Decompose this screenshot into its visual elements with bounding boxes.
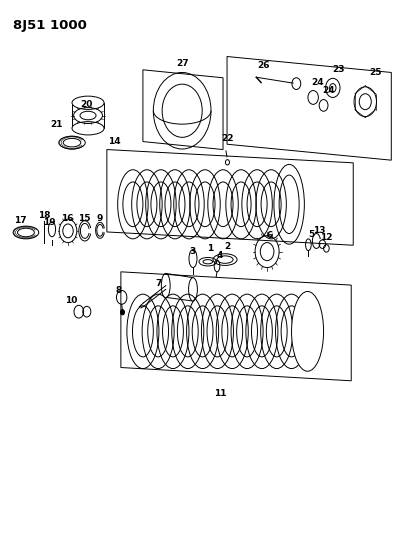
Text: 19: 19	[43, 219, 56, 228]
Text: 4: 4	[217, 252, 223, 260]
Text: 6: 6	[266, 231, 272, 240]
Text: 24: 24	[310, 77, 323, 86]
Text: 11: 11	[214, 389, 226, 398]
Text: 5: 5	[307, 230, 314, 239]
Ellipse shape	[291, 292, 323, 371]
Text: 14: 14	[107, 137, 120, 146]
Text: 9: 9	[97, 214, 103, 223]
Ellipse shape	[72, 122, 104, 135]
Text: 8J51 1000: 8J51 1000	[13, 19, 86, 33]
Text: 25: 25	[368, 68, 381, 77]
Text: 1: 1	[207, 245, 213, 254]
Text: 18: 18	[38, 211, 50, 220]
Circle shape	[120, 310, 124, 315]
Text: 7: 7	[155, 279, 161, 288]
Text: 8: 8	[115, 286, 121, 295]
Text: 20: 20	[81, 100, 93, 109]
Ellipse shape	[188, 278, 197, 301]
Text: 24: 24	[321, 85, 334, 94]
Text: 10: 10	[65, 296, 77, 305]
Text: 3: 3	[188, 247, 195, 256]
Text: 2: 2	[224, 243, 230, 252]
Ellipse shape	[161, 273, 170, 298]
Text: 12: 12	[319, 233, 331, 242]
Text: 15: 15	[77, 214, 90, 223]
Text: 23: 23	[331, 66, 344, 74]
Text: 22: 22	[221, 134, 233, 143]
Text: 26: 26	[257, 61, 269, 70]
Text: 13: 13	[312, 226, 325, 235]
Text: 21: 21	[51, 119, 63, 128]
Ellipse shape	[72, 96, 104, 109]
Text: 27: 27	[176, 59, 189, 68]
Text: 17: 17	[14, 216, 27, 225]
Text: 16: 16	[61, 214, 74, 223]
